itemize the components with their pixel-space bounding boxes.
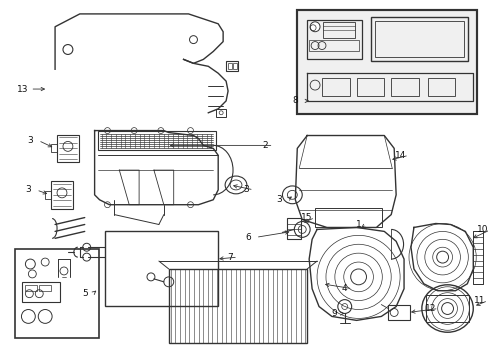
Bar — [15, 249, 99, 338]
Bar — [297, 10, 476, 114]
Bar — [425, 295, 468, 322]
Text: 4: 4 — [341, 284, 347, 293]
Text: 12: 12 — [424, 304, 436, 313]
Bar — [51, 144, 57, 152]
Text: 1: 1 — [355, 220, 361, 229]
Text: 14: 14 — [395, 151, 406, 160]
Bar — [25, 285, 37, 291]
Text: 13: 13 — [17, 85, 28, 94]
Bar — [39, 285, 51, 291]
Bar — [321, 78, 349, 96]
Bar — [104, 231, 218, 306]
Bar — [390, 78, 418, 96]
Text: 7: 7 — [227, 253, 232, 262]
Bar — [51, 181, 73, 209]
Text: 8: 8 — [292, 96, 298, 105]
Text: 9: 9 — [330, 309, 336, 318]
Circle shape — [309, 22, 319, 32]
Text: 2: 2 — [262, 141, 268, 150]
Bar — [472, 231, 482, 284]
Bar — [314, 208, 382, 228]
Bar — [22, 282, 60, 302]
Text: 3: 3 — [276, 195, 282, 204]
Bar — [98, 131, 216, 150]
Bar — [297, 10, 476, 114]
Text: 6: 6 — [244, 233, 250, 242]
Bar — [356, 78, 384, 96]
Bar — [168, 269, 306, 343]
Bar — [287, 217, 301, 239]
Text: 3: 3 — [27, 136, 33, 145]
Bar — [227, 63, 232, 69]
Text: 5: 5 — [81, 289, 87, 298]
Bar — [375, 21, 464, 57]
Bar — [427, 78, 454, 96]
Bar — [225, 61, 238, 71]
Bar — [387, 305, 409, 320]
Bar — [306, 20, 361, 59]
Text: 10: 10 — [476, 225, 488, 234]
Bar — [216, 109, 225, 117]
Bar — [57, 135, 79, 162]
Bar — [45, 191, 51, 199]
Bar — [233, 63, 237, 69]
Bar — [323, 22, 354, 38]
Text: 15: 15 — [301, 213, 312, 222]
Text: 11: 11 — [473, 296, 485, 305]
Text: 3: 3 — [25, 185, 31, 194]
Bar — [308, 40, 358, 51]
Text: 3: 3 — [243, 185, 248, 194]
Bar — [371, 17, 468, 61]
